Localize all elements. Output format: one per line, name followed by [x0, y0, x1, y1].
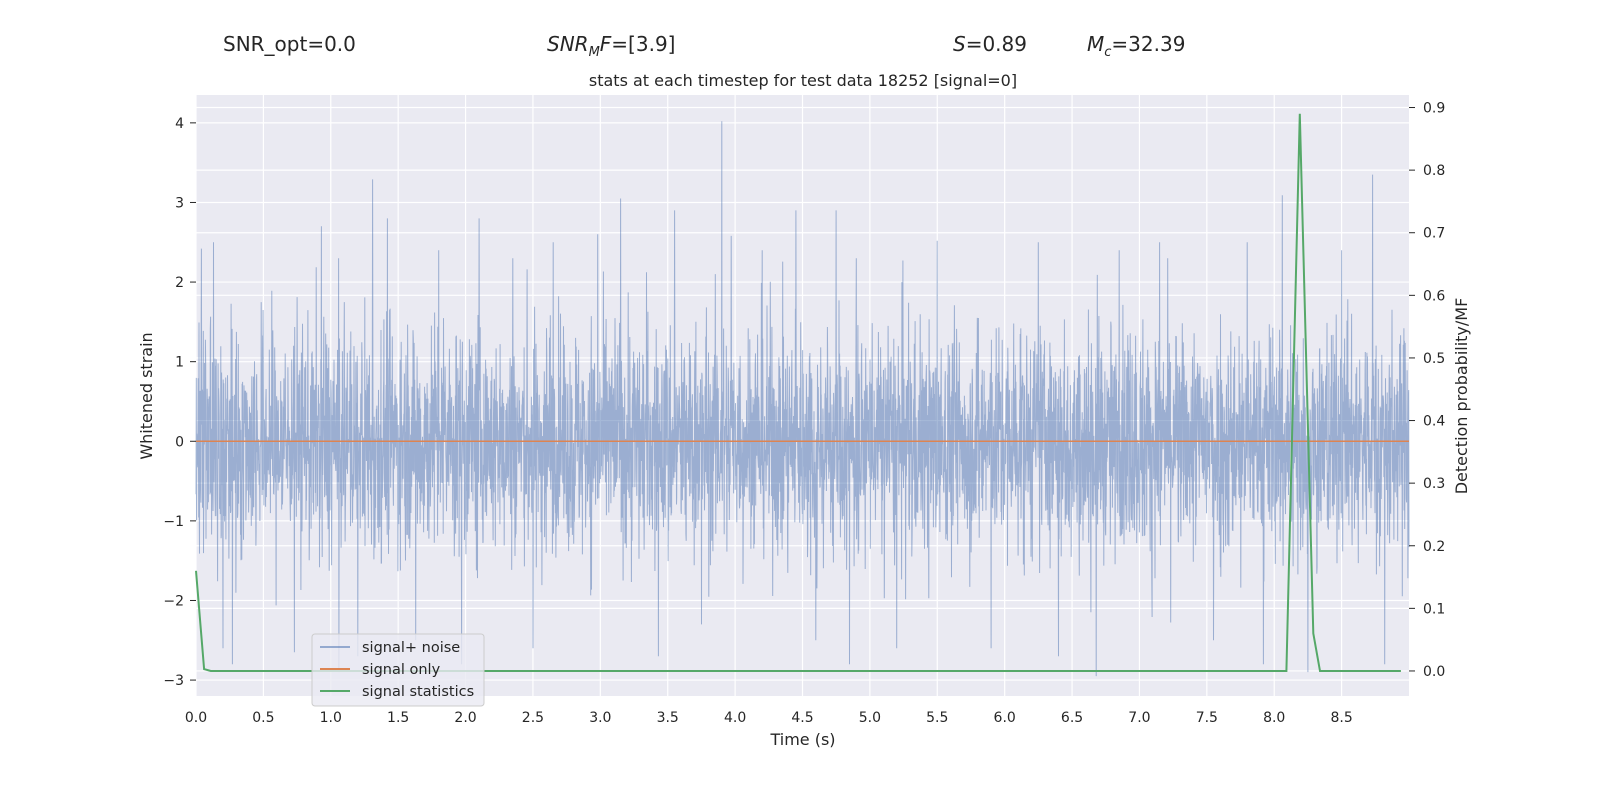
y-tick-label: −3 — [163, 673, 184, 689]
stats-line — [195, 113, 1401, 672]
y-tick-label: −2 — [163, 593, 184, 609]
y-tick-label: 4 — [175, 116, 184, 132]
series-signal-noise — [195, 121, 1410, 677]
x-tick-label: 0.0 — [185, 710, 207, 726]
x-tick-label: 7.5 — [1196, 710, 1218, 726]
legend-box — [311, 633, 485, 707]
x-tick-label: 6.0 — [994, 710, 1016, 726]
y-axis-ticks: 4 3 2 1 0 −1 −2 −3 — [163, 116, 196, 689]
y-tick-label: 3 — [175, 195, 184, 211]
x-tick-label: 1.5 — [387, 710, 409, 726]
y2-tick-label: 0.6 — [1423, 288, 1445, 304]
x-tick-label: 2.5 — [522, 710, 544, 726]
legend-label-noise: signal+ noise — [362, 640, 460, 656]
x-tick-label: 8.0 — [1263, 710, 1285, 726]
x-tick-label: 3.5 — [657, 710, 679, 726]
x-tick-label: 2.0 — [454, 710, 476, 726]
y2-tick-label: 0.0 — [1423, 664, 1445, 680]
y2-axis-ticks: 0.9 0.8 0.7 0.6 0.5 0.4 0.3 0.2 0.1 0.0 — [1409, 101, 1445, 680]
x-tick-label: 1.0 — [320, 710, 342, 726]
series-signal-statistics — [195, 113, 1401, 672]
noise-line — [195, 121, 1410, 677]
x-tick-label: 7.0 — [1128, 710, 1150, 726]
s-stat-label: S=0.89 — [953, 32, 1027, 56]
y-tick-label: −1 — [163, 514, 184, 530]
x-axis-label: Time (s) — [769, 730, 835, 749]
x-tick-label: 5.0 — [859, 710, 881, 726]
x-tick-label: 6.5 — [1061, 710, 1083, 726]
chart-title: stats at each timestep for test data 182… — [589, 71, 1017, 90]
y2-tick-label: 0.1 — [1423, 601, 1445, 617]
y2-tick-label: 0.2 — [1423, 539, 1445, 555]
y2-tick-label: 0.5 — [1423, 351, 1445, 367]
y2-tick-label: 0.4 — [1423, 414, 1445, 430]
y2-tick-label: 0.8 — [1423, 163, 1445, 179]
snr-mf-label: SNRMF=[3.9] — [547, 32, 676, 60]
chirp-mass-label: Mc=32.39 — [1087, 32, 1186, 60]
x-tick-label: 0.5 — [252, 710, 274, 726]
x-tick-label: 8.5 — [1330, 710, 1352, 726]
legend: signal+ noise signal only signal statist… — [311, 633, 485, 707]
legend-label-signal: signal only — [362, 662, 441, 678]
x-tick-label: 5.5 — [926, 710, 948, 726]
y2-axis-label: Detection probability/MF — [1452, 298, 1471, 495]
x-tick-label: 4.5 — [791, 710, 813, 726]
y-tick-label: 0 — [175, 434, 184, 450]
snr-opt-label: SNR_opt=0.0 — [223, 32, 356, 56]
y2-tick-label: 0.3 — [1423, 476, 1445, 492]
y2-tick-label: 0.7 — [1423, 226, 1445, 242]
y-axis-label: Whitened strain — [137, 332, 156, 459]
x-axis-ticks: 0.0 0.5 1.0 1.5 2.0 2.5 3.0 3.5 4.0 4.5 5.0 5.5 6.0 6… — [185, 710, 1353, 726]
y-tick-label: 2 — [175, 275, 184, 291]
legend-label-stats: signal statistics — [362, 684, 474, 700]
x-tick-label: 3.0 — [589, 710, 611, 726]
x-tick-label: 4.0 — [724, 710, 746, 726]
y-tick-label: 1 — [175, 355, 184, 371]
y2-tick-label: 0.9 — [1423, 101, 1445, 117]
